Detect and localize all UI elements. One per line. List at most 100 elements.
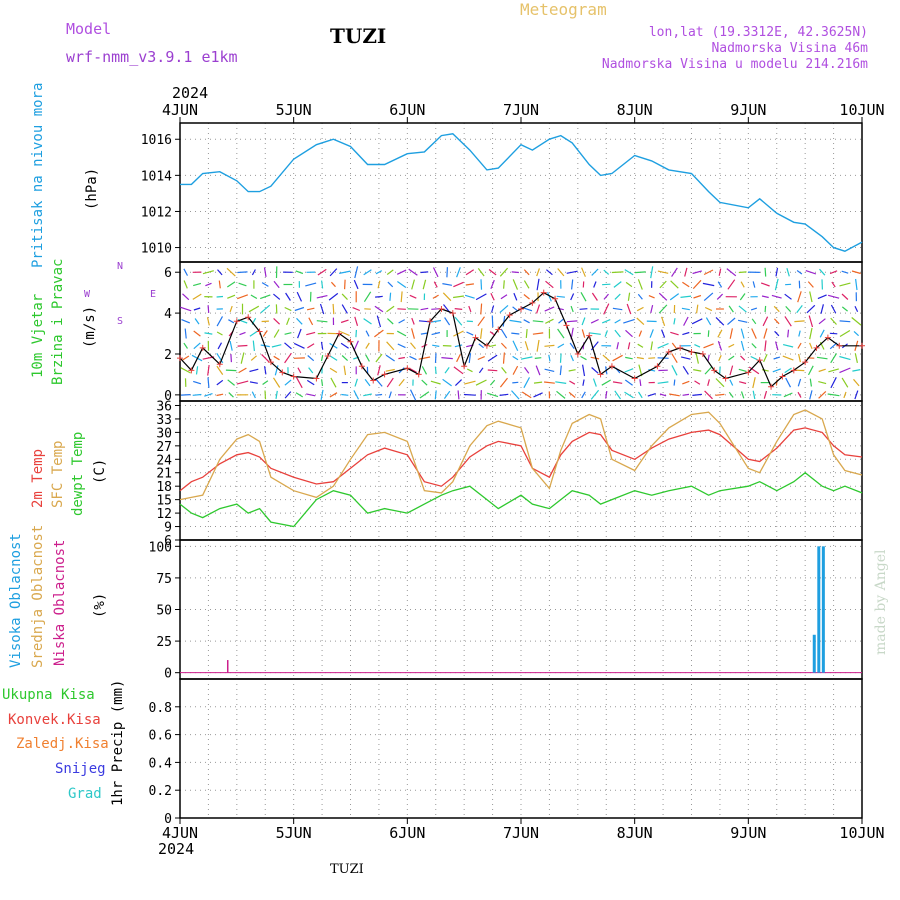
wind-arrow xyxy=(544,381,555,384)
wind-arrow xyxy=(512,340,519,352)
wind-arrow xyxy=(582,379,585,386)
wind-arrow xyxy=(453,366,464,375)
wind-arrow xyxy=(432,294,439,299)
wind-arrow xyxy=(797,342,802,349)
wind-arrow xyxy=(739,381,747,385)
x-label-bottom: 7JUN xyxy=(503,824,539,842)
wind-arrow xyxy=(691,318,703,325)
wind-arrow xyxy=(363,393,372,397)
wind-arrow xyxy=(719,366,721,375)
y-tick-label: 21 xyxy=(156,467,172,482)
wind-arrow xyxy=(590,318,599,324)
wind-arrow xyxy=(557,343,565,349)
wind-arrow xyxy=(624,379,633,386)
wind-arrow xyxy=(772,368,781,373)
precip-label-freezing: Zaledj.Kisa xyxy=(16,736,109,752)
wind-arrow xyxy=(751,318,757,325)
wind-arrow xyxy=(284,332,292,335)
wind-arrow xyxy=(782,344,794,348)
wind-arrow xyxy=(831,281,836,288)
wind-arrow xyxy=(249,381,258,384)
wind-arrow xyxy=(570,305,574,313)
wind-arrow xyxy=(854,353,858,364)
wind-arrow xyxy=(397,343,406,349)
wind-gust-marker xyxy=(245,314,252,321)
wind-arrow xyxy=(376,315,382,328)
wind-arrow xyxy=(819,329,825,338)
wind-arrow xyxy=(444,317,451,326)
wind-arrow xyxy=(648,369,656,372)
wind-arrow xyxy=(760,282,770,287)
wind-gust-marker xyxy=(216,361,223,368)
wind-gust-marker xyxy=(483,342,490,349)
wind-arrow xyxy=(693,294,702,299)
wind-arrow xyxy=(557,328,565,339)
wind-arrow xyxy=(773,318,780,325)
wind-arrow xyxy=(365,354,370,362)
wind-arrow xyxy=(385,368,395,372)
wind-gust-marker xyxy=(518,306,524,313)
wind-arrow xyxy=(512,279,519,290)
wind-arrow xyxy=(216,393,224,397)
wind-arrow xyxy=(807,281,814,288)
wind-arrow xyxy=(295,377,303,389)
wind-arrow xyxy=(774,278,779,291)
wind-arrow xyxy=(798,353,801,363)
wind-arrow xyxy=(284,352,292,364)
wind-arrow xyxy=(320,354,324,362)
wind-arrow xyxy=(544,344,555,347)
wind-arrow xyxy=(352,307,361,312)
wind-arrow xyxy=(794,320,805,323)
wind-arrow xyxy=(341,304,348,314)
wind-arrow xyxy=(446,267,448,278)
wind-arrow xyxy=(532,320,544,323)
wind-arrow xyxy=(442,378,452,387)
wind-arrow xyxy=(453,330,464,337)
wind-arrow xyxy=(839,355,851,361)
y-tick-label: 15 xyxy=(156,494,172,509)
wind-arrow xyxy=(605,391,608,399)
wind-arrow xyxy=(703,269,714,276)
wind-arrow xyxy=(389,292,392,301)
wind-gust-marker xyxy=(404,365,411,372)
wind-arrow xyxy=(616,342,619,350)
wind-arrow xyxy=(809,327,813,340)
wind-arrow xyxy=(316,320,328,323)
wind-arrow xyxy=(434,366,437,375)
wind-arrow xyxy=(341,293,348,301)
wind-arrow xyxy=(603,303,610,315)
wind-arrow xyxy=(670,280,679,289)
wind-arrow xyxy=(544,306,555,312)
wind-arrow xyxy=(657,381,669,384)
wind-arrow xyxy=(612,354,623,362)
wind-arrow xyxy=(659,280,667,289)
wind-arrow xyxy=(477,316,485,327)
wind-arrow xyxy=(682,365,689,375)
wind-arrow xyxy=(398,356,406,360)
wind-arrow xyxy=(216,379,224,386)
wind-arrow xyxy=(627,292,631,301)
wind-arrow xyxy=(728,391,734,398)
wind-arrow xyxy=(782,355,794,361)
wind-arrow xyxy=(559,365,562,376)
wind-arrow xyxy=(650,266,654,279)
wind-arrow xyxy=(611,271,624,274)
wind-gust-marker xyxy=(336,330,343,337)
wind-gust-marker xyxy=(688,348,695,355)
wind-arrow xyxy=(499,377,508,388)
wind-gust-marker xyxy=(677,344,684,351)
wind-arrow xyxy=(520,356,533,360)
wind-arrow xyxy=(353,390,360,400)
wind-arrow xyxy=(647,393,656,397)
wind-gust-marker xyxy=(540,289,547,296)
wind-arrow xyxy=(571,279,574,290)
wind-arrow xyxy=(284,379,292,386)
y-tick-label: 6 xyxy=(164,534,172,549)
wind-arrow xyxy=(216,352,224,364)
wind-arrow xyxy=(841,377,849,388)
wind-arrow xyxy=(634,271,646,274)
wind-arrow xyxy=(228,392,234,398)
wind-arrow xyxy=(216,316,224,327)
wind-arrow xyxy=(194,318,200,325)
